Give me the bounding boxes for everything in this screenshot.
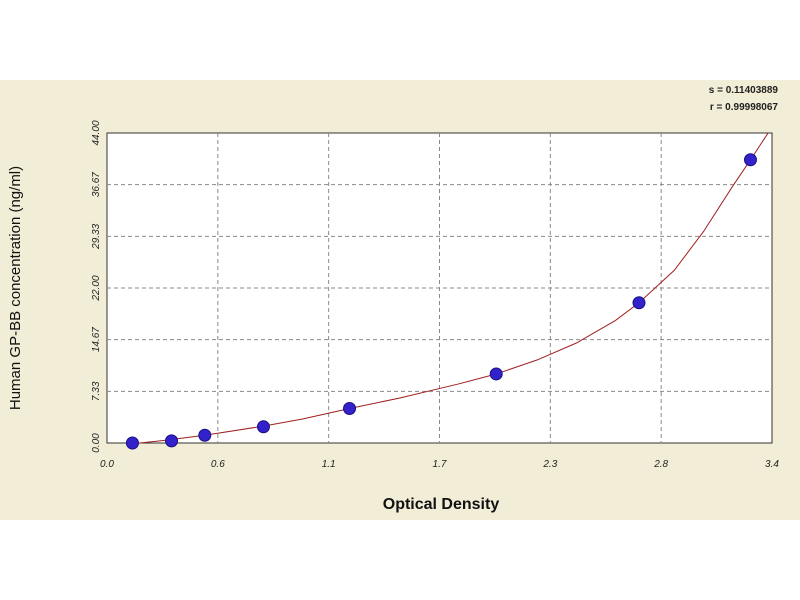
x-tick-label: 1.7 xyxy=(433,459,447,470)
fit-curve xyxy=(126,132,769,445)
data-point xyxy=(256,420,270,434)
data-point xyxy=(343,401,357,415)
x-tick-label: 2.8 xyxy=(653,459,668,470)
data-point xyxy=(632,296,646,310)
y-tick-label: 44.00 xyxy=(91,120,102,145)
data-point xyxy=(743,153,757,167)
grid xyxy=(107,133,772,443)
stat-r: r = 0.99998067 xyxy=(710,102,779,113)
data-point xyxy=(198,428,212,442)
x-tick-label: 1.1 xyxy=(322,459,336,470)
y-tick-label: 36.67 xyxy=(91,172,102,197)
data-points xyxy=(125,153,757,450)
x-tick-label: 3.4 xyxy=(765,459,779,470)
x-tick-label: 2.3 xyxy=(542,459,557,470)
y-tick-label: 7.33 xyxy=(91,381,102,401)
data-point xyxy=(125,436,139,450)
stat-s: s = 0.11403889 xyxy=(709,85,779,96)
y-tick-labels: 0.00 7.33 14.67 22.00 29.33 36.67 44.00 xyxy=(91,120,102,453)
data-point xyxy=(489,367,503,381)
x-tick-labels: 0.0 0.6 1.1 1.7 2.3 2.8 3.4 xyxy=(100,459,779,470)
y-tick-label: 29.33 xyxy=(91,223,102,249)
y-axis-title: Human GP-BB concentration (ng/ml) xyxy=(7,166,24,410)
x-axis-title: Optical Density xyxy=(383,496,500,513)
data-point xyxy=(165,434,179,448)
x-tick-label: 0.0 xyxy=(100,459,114,470)
y-tick-label: 14.67 xyxy=(91,327,102,352)
x-tick-label: 0.6 xyxy=(211,459,225,470)
y-tick-label: 22.00 xyxy=(91,275,102,301)
y-tick-label: 0.00 xyxy=(91,433,102,453)
